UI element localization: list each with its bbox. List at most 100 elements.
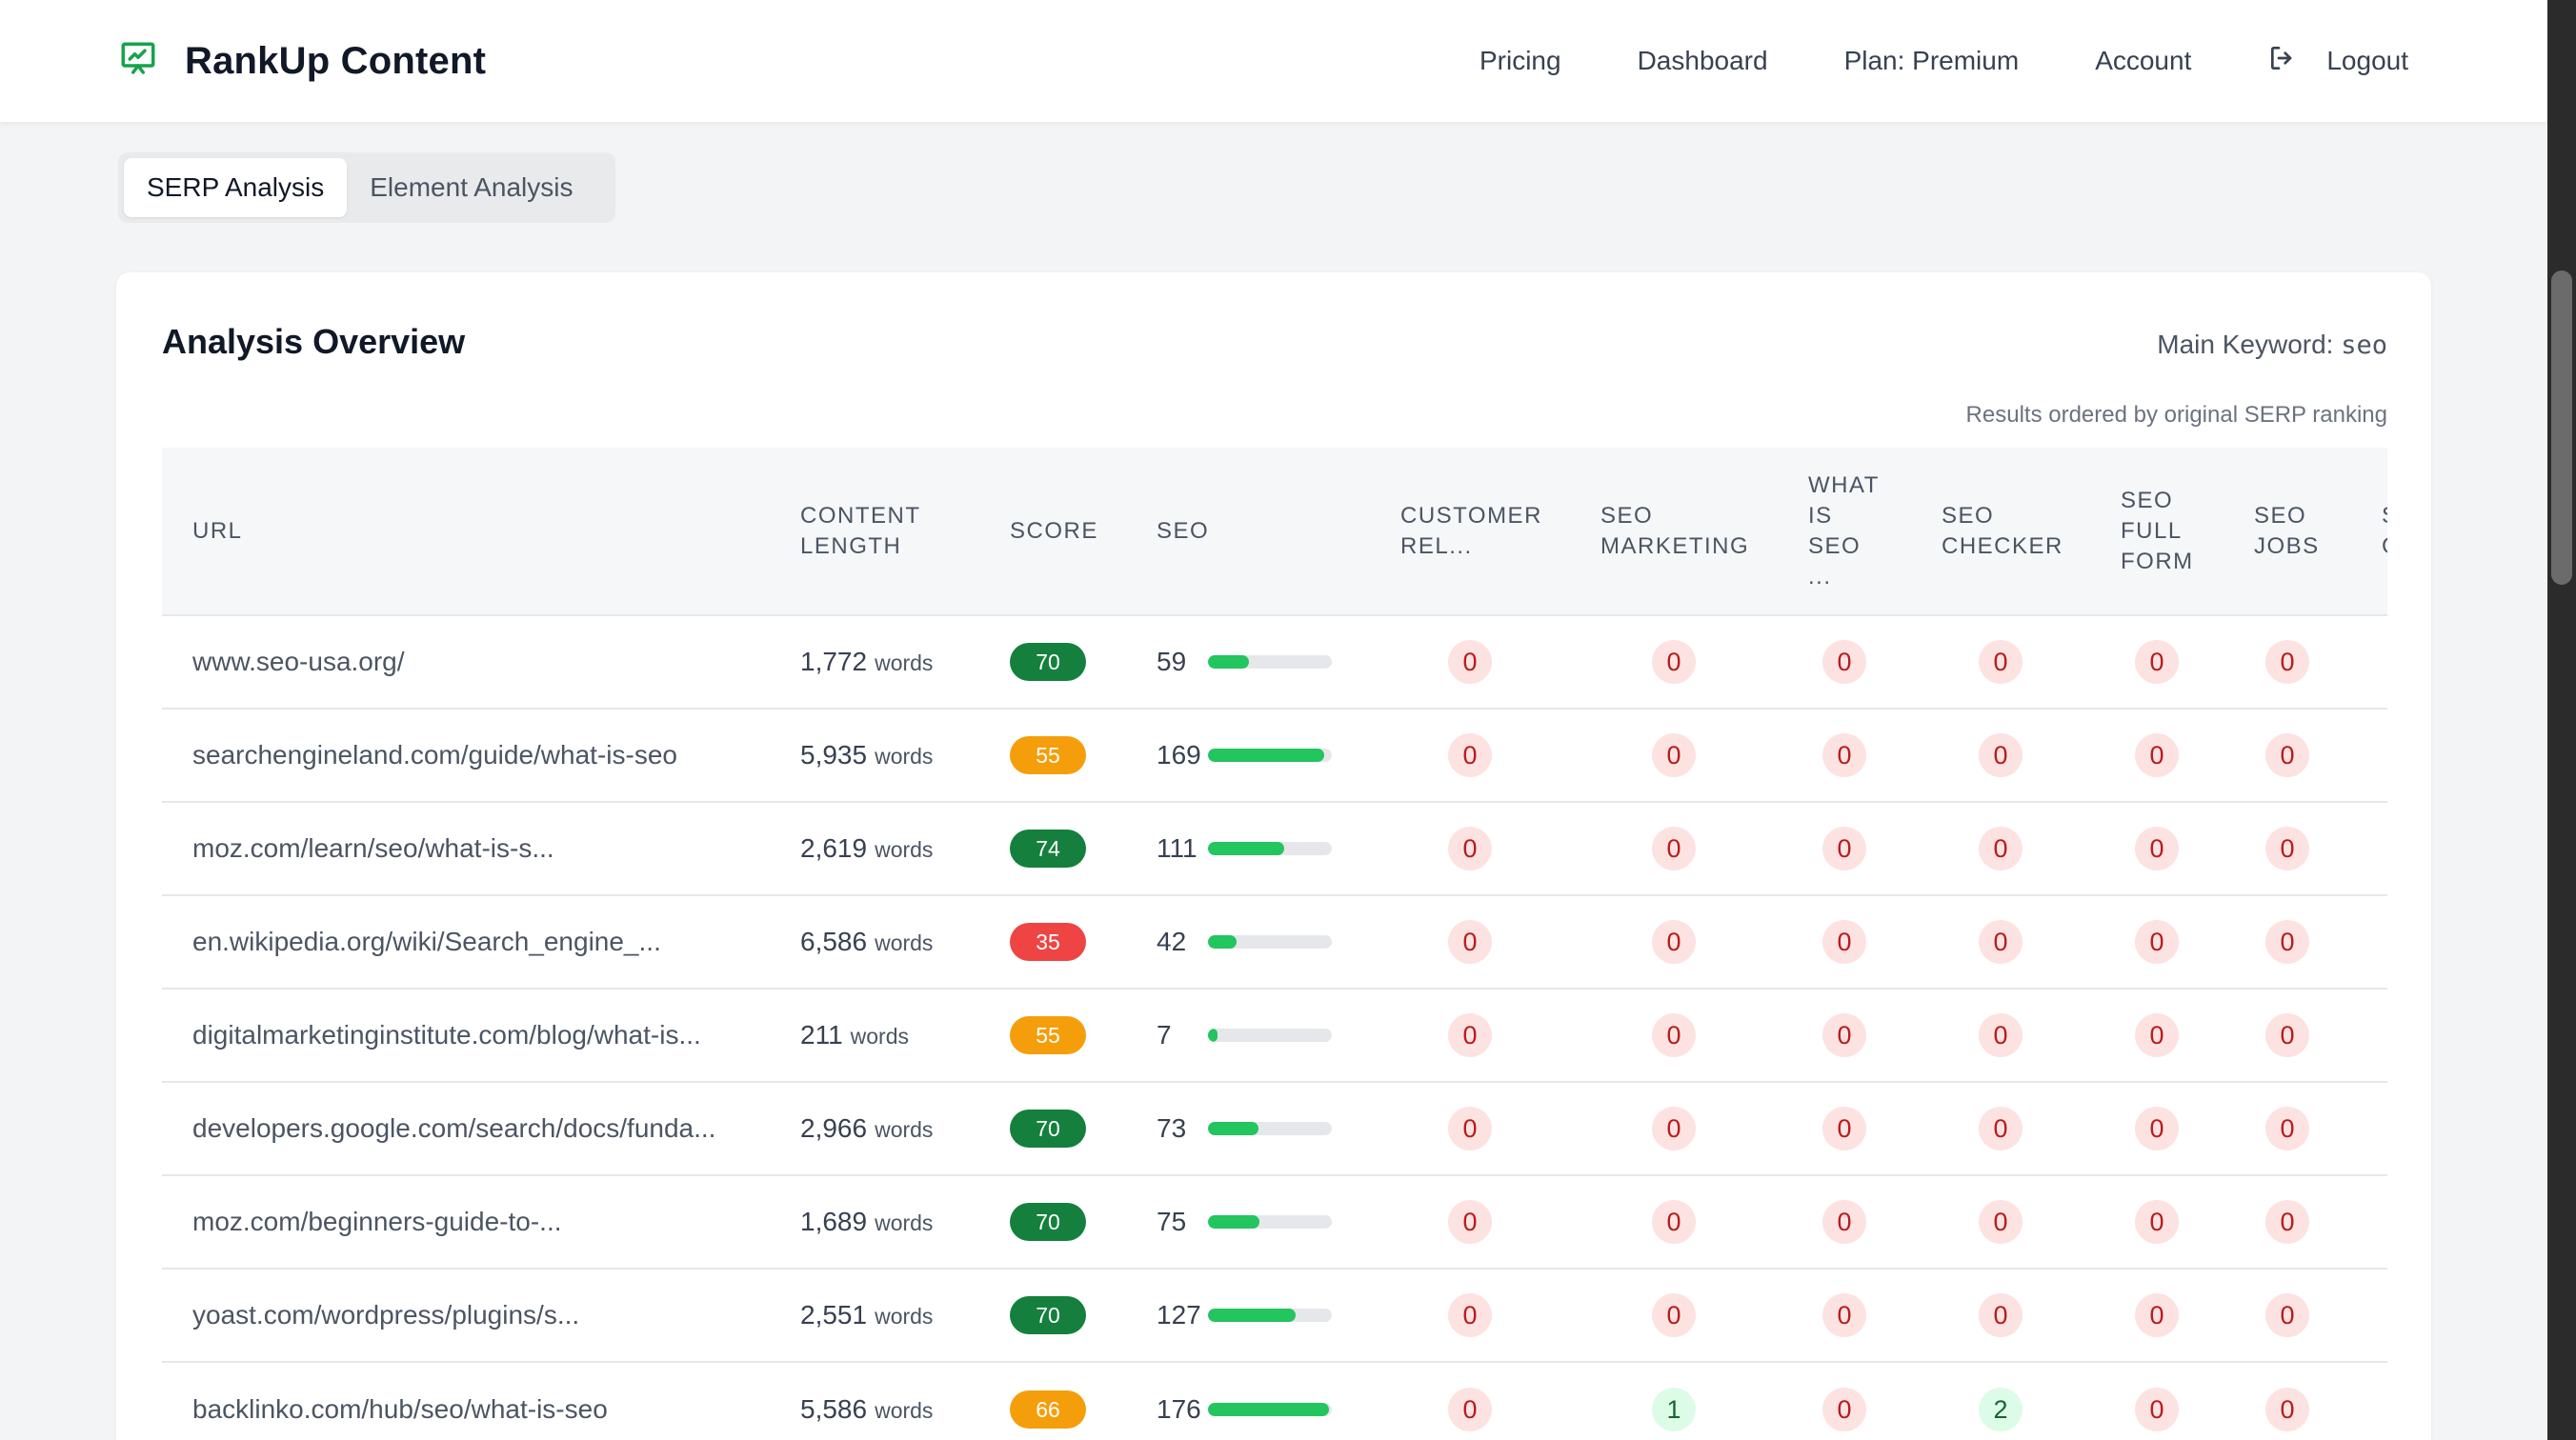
keyword-count-badge: 0 bbox=[1448, 827, 1492, 870]
presentation-chart-icon bbox=[118, 39, 185, 84]
kw-customer-rel-cell: 0 bbox=[1370, 895, 1570, 989]
kw-seo-checker-cell: 0 bbox=[1911, 1269, 2090, 1362]
seo-cell: 73 bbox=[1126, 1082, 1370, 1175]
nav-plan[interactable]: Plan: Premium bbox=[1843, 46, 2020, 75]
url-link[interactable]: backlinko.com/hub/seo/what-is-seo bbox=[192, 1393, 608, 1424]
url-cell[interactable]: moz.com/learn/seo/what-is-s... bbox=[162, 802, 770, 895]
column-header-customer-rel[interactable]: CUSTOMER REL... bbox=[1370, 448, 1570, 615]
cut-off-cell bbox=[2351, 895, 2387, 989]
kw-customer-rel-cell: 0 bbox=[1370, 989, 1570, 1082]
column-header-seo-full-form[interactable]: SEO FULL FORM bbox=[2090, 448, 2224, 615]
column-header-seo-jobs[interactable]: SEO JOBS bbox=[2224, 448, 2351, 615]
keyword-count-badge: 0 bbox=[1822, 1387, 1866, 1431]
cut-off-cell bbox=[2351, 802, 2387, 895]
column-header-score[interactable]: SCORE bbox=[1010, 517, 1098, 544]
keyword-count-badge: 2 bbox=[1979, 1387, 2023, 1431]
seo-count: 42 bbox=[1157, 927, 1187, 956]
url-cell[interactable]: www.seo-usa.org/ bbox=[162, 615, 770, 709]
url-cell[interactable]: backlinko.com/hub/seo/what-is-seo bbox=[162, 1362, 770, 1440]
score-badge: 55 bbox=[1010, 1016, 1086, 1054]
tab-element-analysis[interactable]: Element Analysis bbox=[370, 172, 574, 202]
keyword-count-badge: 0 bbox=[1448, 1387, 1492, 1431]
logout-button[interactable]: Logout bbox=[2267, 43, 2408, 80]
seo-progress-fill bbox=[1208, 749, 1325, 762]
url-link[interactable]: en.wikipedia.org/wiki/Search_engine_... bbox=[192, 927, 661, 956]
url-cell[interactable]: searchengineland.com/guide/what-is-seo bbox=[162, 709, 770, 802]
seo-progress-bar bbox=[1208, 935, 1332, 949]
kw-what-is-seo-cell: 0 bbox=[1778, 615, 1911, 709]
kw-what-is-seo-cell: 0 bbox=[1778, 802, 1911, 895]
keyword-count-badge: 0 bbox=[1652, 1107, 1696, 1150]
kw-customer-rel-cell: 0 bbox=[1370, 1269, 1570, 1362]
kw-customer-rel-cell: 0 bbox=[1370, 1175, 1570, 1269]
column-header-seo-full-form-label: SEO FULL FORM bbox=[2121, 487, 2194, 574]
url-link[interactable]: digitalmarketinginstitute.com/blog/what-… bbox=[192, 1020, 701, 1050]
url-cell[interactable]: moz.com/beginners-guide-to-... bbox=[162, 1175, 770, 1269]
table-row[interactable]: backlinko.com/hub/seo/what-is-seo 5,586 wo… bbox=[162, 1362, 2387, 1440]
table-row[interactable]: en.wikipedia.org/wiki/Search_engine_... 6… bbox=[162, 895, 2387, 989]
table-row[interactable]: moz.com/beginners-guide-to-... 1,689 words… bbox=[162, 1175, 2387, 1269]
results-table-wrapper[interactable]: URL CONTENT LENGTH SCORE SEO CUSTOMER RE… bbox=[162, 448, 2387, 1440]
kw-seo-checker-cell: 0 bbox=[1911, 1082, 2090, 1175]
analysis-tabs: SERP Analysis Element Analysis bbox=[118, 152, 615, 223]
keyword-count-badge: 0 bbox=[2135, 827, 2179, 870]
kw-what-is-seo-cell: 0 bbox=[1778, 1082, 1911, 1175]
nav-dashboard[interactable]: Dashboard bbox=[1637, 46, 1768, 75]
table-row[interactable]: digitalmarketinginstitute.com/blog/what-… bbox=[162, 989, 2387, 1082]
url-link[interactable]: yoast.com/wordpress/plugins/s... bbox=[192, 1300, 580, 1330]
url-link[interactable]: developers.google.com/search/docs/funda.… bbox=[192, 1113, 716, 1143]
brand[interactable]: RankUp Content bbox=[118, 0, 486, 122]
table-row[interactable]: searchengineland.com/guide/what-is-seo 5,… bbox=[162, 709, 2387, 802]
brand-name: RankUp Content bbox=[185, 39, 487, 82]
url-link[interactable]: www.seo-usa.org/ bbox=[192, 647, 405, 676]
seo-cell: 127 bbox=[1126, 1269, 1370, 1362]
cut-off-cell bbox=[2351, 1175, 2387, 1269]
seo-count: 7 bbox=[1157, 1020, 1172, 1050]
table-row[interactable]: developers.google.com/search/docs/funda.… bbox=[162, 1082, 2387, 1175]
kw-seo-full-form-cell: 0 bbox=[2090, 989, 2224, 1082]
seo-progress-fill bbox=[1208, 1402, 1330, 1416]
page-scrollbar[interactable] bbox=[2547, 0, 2576, 1440]
column-header-content-length[interactable]: CONTENT LENGTH bbox=[770, 448, 979, 615]
kw-seo-checker-cell: 0 bbox=[1911, 802, 2090, 895]
keyword-count-badge: 0 bbox=[1448, 1013, 1492, 1057]
kw-seo-marketing-cell: 0 bbox=[1570, 709, 1778, 802]
score-badge: 66 bbox=[1010, 1390, 1086, 1429]
seo-progress-bar bbox=[1208, 1215, 1332, 1229]
content-length-value: 2,551 bbox=[800, 1300, 868, 1330]
table-header-row: URL CONTENT LENGTH SCORE SEO CUSTOMER RE… bbox=[162, 448, 2387, 615]
column-header-cut-off[interactable]: S C bbox=[2351, 448, 2387, 615]
nav-account[interactable]: Account bbox=[2095, 46, 2192, 75]
url-cell[interactable]: digitalmarketinginstitute.com/blog/what-… bbox=[162, 989, 770, 1082]
url-link[interactable]: searchengineland.com/guide/what-is-seo bbox=[192, 740, 677, 770]
seo-progress-bar bbox=[1208, 842, 1332, 855]
content-length-unit: words bbox=[875, 1304, 934, 1329]
content-length-cell: 1,772 words bbox=[770, 615, 979, 709]
cut-off-cell bbox=[2351, 615, 2387, 709]
url-cell[interactable]: developers.google.com/search/docs/funda.… bbox=[162, 1082, 770, 1175]
column-header-url[interactable]: URL bbox=[192, 517, 243, 544]
url-cell[interactable]: yoast.com/wordpress/plugins/s... bbox=[162, 1269, 770, 1362]
column-header-what-is-seo[interactable]: WHAT IS SEO ... bbox=[1778, 448, 1911, 615]
table-row[interactable]: www.seo-usa.org/1,772 words 70 59 0 0 0 0 0 0 bbox=[162, 615, 2387, 709]
seo-count: 127 bbox=[1157, 1300, 1201, 1330]
url-link[interactable]: moz.com/learn/seo/what-is-s... bbox=[192, 833, 554, 863]
score-cell: 70 bbox=[979, 1269, 1126, 1362]
column-header-seo-marketing[interactable]: SEO MARKETING bbox=[1570, 448, 1778, 615]
column-header-seo-checker[interactable]: SEO CHECKER bbox=[1911, 448, 2090, 615]
kw-customer-rel-cell: 0 bbox=[1370, 1082, 1570, 1175]
nav-pricing[interactable]: Pricing bbox=[1479, 46, 1561, 75]
kw-what-is-seo-cell: 0 bbox=[1778, 1362, 1911, 1440]
keyword-count-badge: 0 bbox=[1652, 920, 1696, 964]
column-header-seo[interactable]: SEO bbox=[1157, 517, 1210, 544]
table-row[interactable]: moz.com/learn/seo/what-is-s... 2,619 words… bbox=[162, 802, 2387, 895]
table-row[interactable]: yoast.com/wordpress/plugins/s... 2,551 wor… bbox=[162, 1269, 2387, 1362]
url-cell[interactable]: en.wikipedia.org/wiki/Search_engine_... bbox=[162, 895, 770, 989]
seo-count: 59 bbox=[1157, 647, 1187, 676]
url-link[interactable]: moz.com/beginners-guide-to-... bbox=[192, 1207, 562, 1236]
content-length-unit: words bbox=[875, 1397, 934, 1423]
keyword-count-badge: 0 bbox=[2265, 1013, 2309, 1057]
kw-seo-jobs-cell: 0 bbox=[2224, 1082, 2351, 1175]
scrollbar-thumb[interactable] bbox=[2551, 270, 2572, 585]
tab-serp-analysis[interactable]: SERP Analysis bbox=[124, 158, 348, 217]
